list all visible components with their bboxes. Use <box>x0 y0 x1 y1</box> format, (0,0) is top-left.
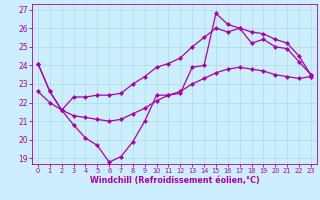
X-axis label: Windchill (Refroidissement éolien,°C): Windchill (Refroidissement éolien,°C) <box>90 176 259 185</box>
